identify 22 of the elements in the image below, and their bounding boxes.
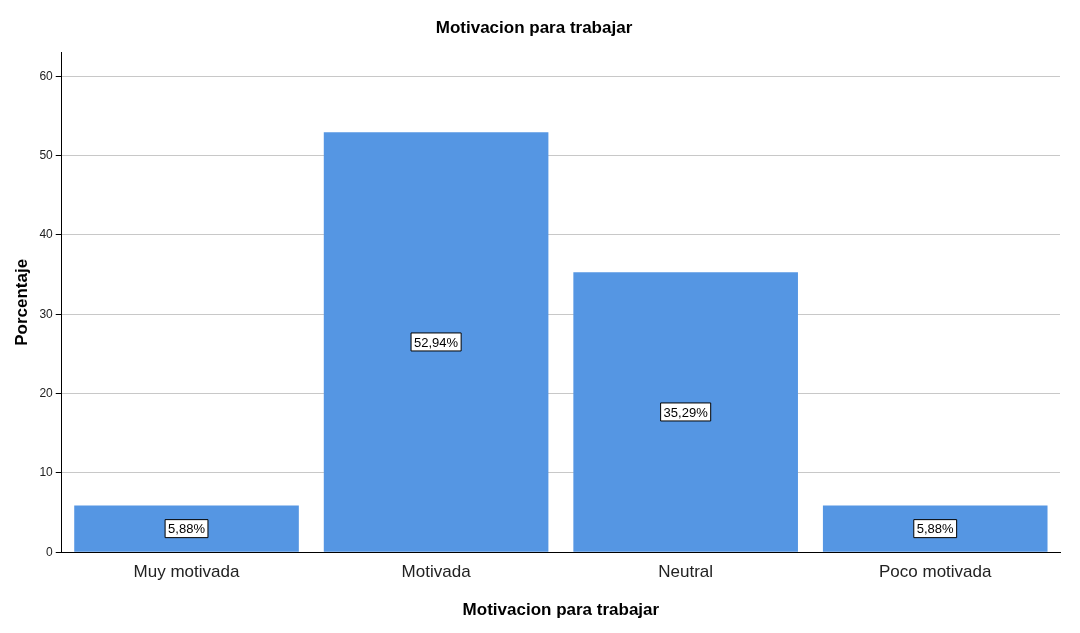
y-axis-title: Porcentaje (11, 258, 31, 346)
data-label: 5,88% (168, 521, 206, 537)
y-tick-label: 20 (39, 385, 54, 400)
bar (74, 505, 299, 552)
chart-title: Motivacion para trabajar (435, 17, 633, 37)
x-tick-label: Muy motivada (133, 562, 240, 582)
data-label: 5,88% (916, 521, 955, 537)
y-tick-label: 0 (46, 544, 54, 559)
y-tick-label: 50 (39, 147, 54, 162)
bar (573, 272, 798, 552)
x-axis-title: Motivacion para trabajar (462, 600, 660, 620)
x-tick-label: Motivada (401, 562, 472, 582)
y-tick-label: 40 (39, 227, 54, 242)
x-tick-label: Poco motivada (878, 562, 992, 582)
data-label: 52,94% (414, 334, 459, 350)
bar (822, 505, 1048, 552)
data-label: 35,29% (663, 404, 709, 420)
x-tick-label: Neutral (658, 562, 714, 582)
y-tick-label: 10 (39, 465, 54, 480)
y-tick-label: 30 (39, 306, 54, 321)
y-tick-label: 60 (39, 68, 54, 83)
bar (323, 132, 549, 552)
